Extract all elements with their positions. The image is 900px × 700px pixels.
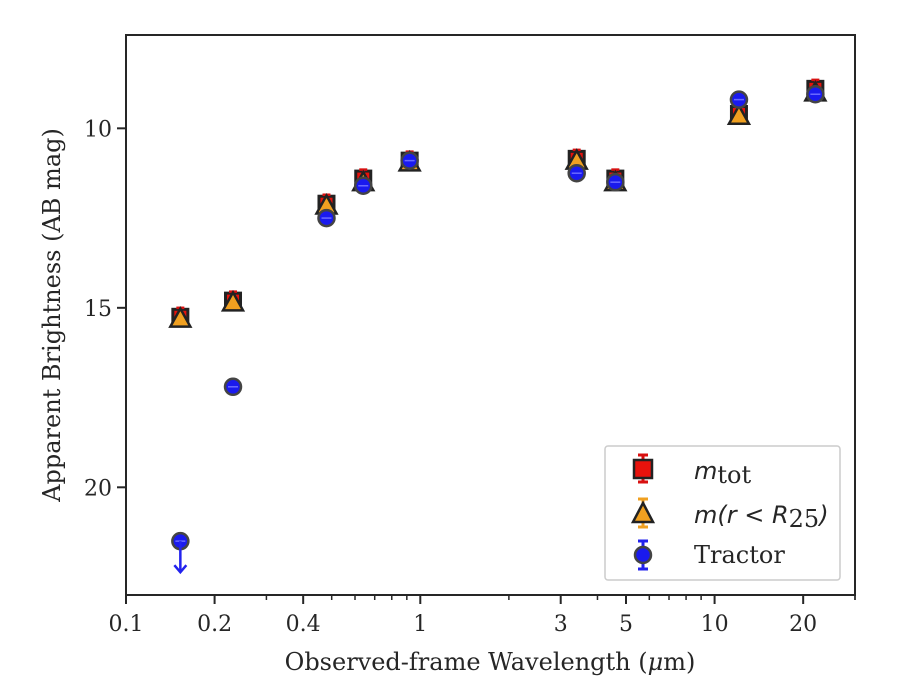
y-tick-label: 15 xyxy=(84,297,112,322)
point-triangle-0 xyxy=(168,306,193,328)
legend-box xyxy=(604,445,841,581)
legend-label-tractor: Tractor xyxy=(694,541,785,569)
x-axis-label: Observed-frame Wavelength (μm) xyxy=(285,648,696,676)
x-tick-label: 1 xyxy=(413,612,427,637)
x-axis: 0.1 0.2 0.4 1 3 5 10 20 xyxy=(109,595,856,637)
point-circle-8 xyxy=(806,84,825,104)
legend-label-m-tot: mtot xyxy=(694,457,751,489)
point-circle-7 xyxy=(729,90,749,109)
y-axis: 10 15 20 xyxy=(84,117,126,501)
x-tick-label: 20 xyxy=(789,612,817,637)
point-triangle-1 xyxy=(220,289,246,312)
x-tick-label: 3 xyxy=(554,612,568,637)
point-circle-6 xyxy=(606,172,625,192)
legend: mtot m(r < R25) Tractor xyxy=(604,445,841,581)
legend-marker-m-r25 xyxy=(630,497,656,529)
point-circle-1 xyxy=(223,377,243,397)
legend-marker-tractor xyxy=(633,539,653,571)
legend-marker-m-tot xyxy=(632,453,654,484)
point-circle-0 xyxy=(171,531,190,575)
point-circle-5 xyxy=(567,163,586,183)
x-tick-label: 0.4 xyxy=(286,612,321,637)
x-tick-label: 0.2 xyxy=(197,612,232,637)
y-axis-label: Apparent Brightness (AB mag) xyxy=(38,128,66,503)
point-triangle-7 xyxy=(726,103,752,126)
data-marks xyxy=(168,78,828,575)
point-circle-3 xyxy=(354,176,373,196)
x-tick-label: 10 xyxy=(701,612,729,637)
x-tick-label: 0.1 xyxy=(109,612,144,637)
legend-label-m-r25: m(r < R25) xyxy=(694,501,829,533)
y-tick-label: 20 xyxy=(84,476,112,501)
plot-frame xyxy=(125,34,856,596)
point-circle-2 xyxy=(317,208,336,228)
x-tick-label: 5 xyxy=(619,612,633,637)
point-circle-4 xyxy=(400,151,419,170)
y-tick-label: 10 xyxy=(84,117,112,142)
